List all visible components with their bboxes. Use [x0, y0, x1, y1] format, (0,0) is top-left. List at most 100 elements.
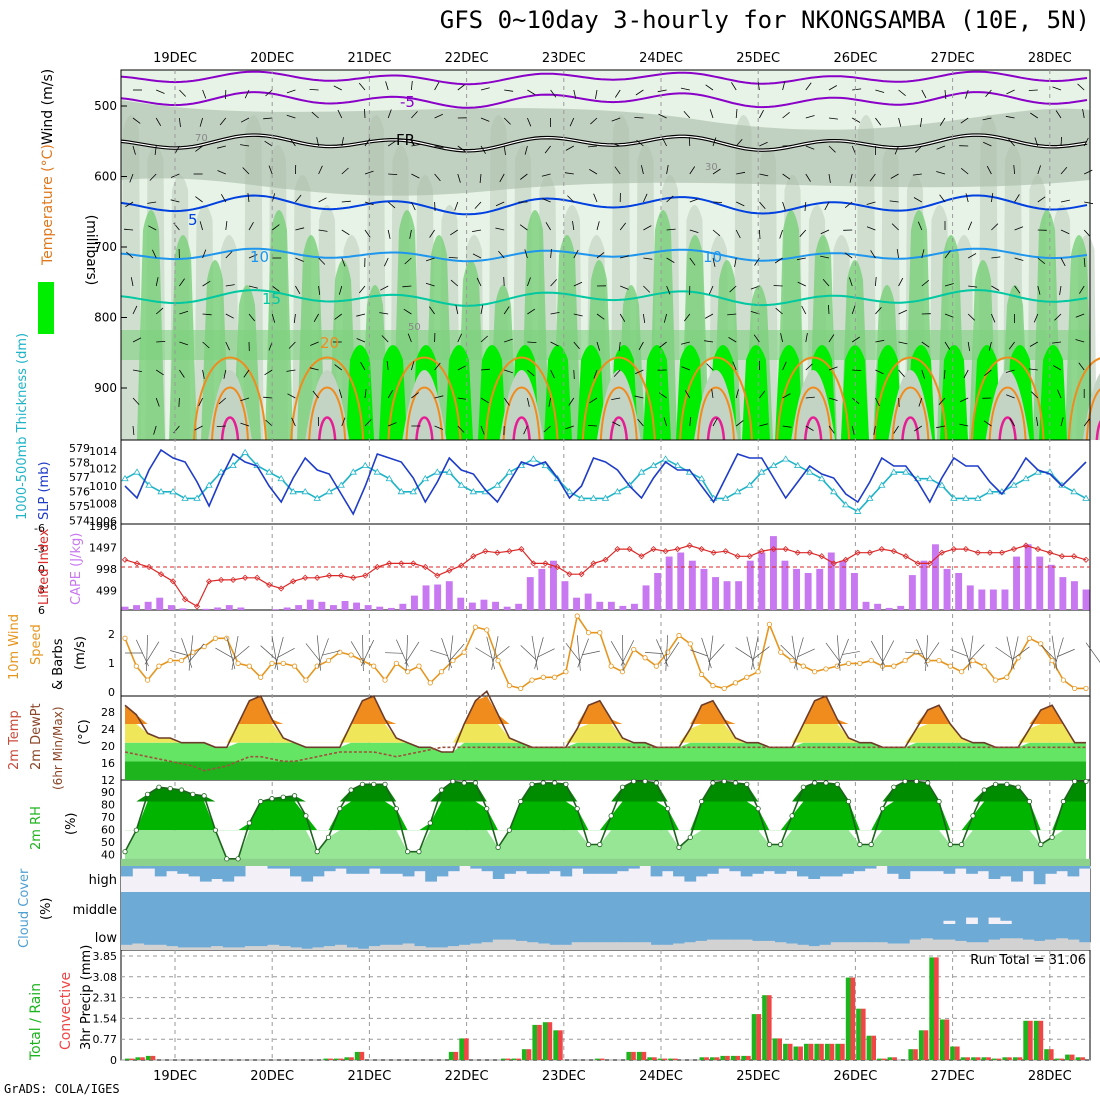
cloud-high-bar: [999, 866, 1012, 877]
cloud-low-bar: [1033, 940, 1046, 950]
wind-barb: [387, 109, 392, 119]
wind-barb: [263, 117, 273, 120]
cloud-high-bar: [808, 866, 821, 879]
wind-barb-10m: [708, 644, 725, 662]
cape-bar: [492, 601, 499, 610]
precip-conv-bar: [871, 1035, 876, 1060]
cloud-low-bar: [943, 939, 956, 950]
rh-band-green: [121, 330, 1090, 360]
cape-bar: [712, 577, 719, 610]
wind-barb-10m: [1006, 636, 1015, 670]
cloud-low-bar: [977, 942, 990, 950]
cloud-low-bar: [436, 947, 449, 950]
isotherm-20: [581, 356, 656, 441]
li-marker: [542, 560, 549, 567]
wind-barb: [129, 173, 134, 183]
wind-barb: [1079, 285, 1085, 294]
cloud-level-middle: middle: [73, 903, 117, 918]
precip-conv-bar: [986, 1057, 991, 1060]
wind-speed-line-marker: [529, 677, 535, 683]
wind-barb: [545, 222, 551, 231]
li-marker: [722, 548, 729, 555]
wind-barb: [263, 396, 273, 399]
precip-conv-bar: [735, 1055, 741, 1060]
li-tick: 3: [38, 584, 45, 597]
cloud-low-bar: [222, 947, 235, 950]
rh-line-marker: [891, 784, 897, 790]
precip-total-bar: [981, 1057, 987, 1060]
thickness-line-marker: [902, 468, 910, 475]
thickness-line-marker: [241, 448, 249, 455]
wind-tick: 1: [108, 657, 115, 670]
cloud-high-bar: [537, 866, 550, 874]
wind-barb: [774, 257, 783, 264]
rh-legend-swatch: [38, 282, 54, 334]
rh-line-marker: [212, 827, 219, 833]
thickness-line-marker: [938, 481, 946, 488]
wind-barb-10m: [260, 645, 278, 661]
cloud-low-bar: [267, 944, 280, 950]
wind-barb: [988, 341, 992, 351]
wind-barb: [619, 313, 626, 322]
precip-total-bar: [459, 1038, 464, 1060]
wind-barb: [898, 369, 905, 378]
wind-barb: [898, 309, 907, 315]
wind-barb: [1014, 226, 1024, 231]
wind-barb: [666, 257, 675, 263]
wind-barb: [544, 145, 551, 154]
precip-total-bar: [929, 957, 934, 1060]
wind-barb: [896, 249, 899, 259]
wind-barb: [611, 117, 621, 122]
wind-barb: [704, 313, 714, 319]
li-marker: [145, 563, 153, 571]
wind-barb-10m: [751, 636, 759, 670]
precip-total-bar: [960, 1057, 966, 1060]
wind-barb-10m: [780, 644, 798, 662]
rh-line-marker: [348, 787, 354, 793]
wind-barb-10m: [316, 635, 321, 671]
rh-line-marker: [1015, 784, 1021, 790]
wind-speed-line-marker: [891, 663, 897, 669]
wind-barb: [472, 229, 482, 232]
wind-barb: [358, 82, 366, 91]
wind-speed-line-marker: [992, 677, 999, 683]
date-label-bottom: 26DEC: [833, 1069, 877, 1084]
wind-barb: [820, 255, 830, 259]
rh-line-marker: [224, 856, 230, 862]
wind-barb: [918, 397, 923, 407]
wind-barb: [915, 145, 923, 153]
wind-barb: [385, 81, 389, 91]
rh-line-marker: [156, 784, 162, 790]
wind-barb: [936, 145, 946, 150]
rh-line-marker: [812, 780, 818, 786]
thickness-line-marker: [145, 481, 153, 488]
slp-line: [124, 448, 1087, 516]
wind-barb: [875, 89, 885, 93]
wind-barb-10m: [1085, 642, 1100, 663]
cape-bar: [827, 552, 835, 610]
precip-conv-bar: [975, 1057, 981, 1060]
wind-barb: [943, 369, 946, 380]
cloud-low-bar: [121, 944, 133, 950]
contour-label: 5: [188, 211, 198, 229]
thickness-line-marker: [986, 488, 994, 495]
unit-precip: 3hr Precip (mm): [79, 945, 94, 1050]
wind-barb: [689, 416, 692, 427]
precip-total-bar: [720, 1055, 726, 1060]
thickness-line-marker: [205, 481, 213, 488]
wind-barb: [986, 165, 992, 175]
rh-line-marker: [1060, 798, 1066, 805]
precip-conv-bar: [140, 1057, 145, 1060]
date-label-top: 22DEC: [445, 51, 489, 66]
precip-tick: 3.08: [93, 971, 118, 984]
rh-line-marker: [857, 841, 863, 848]
thickness-line-marker: [565, 488, 574, 495]
wind-barb-10m: [950, 649, 969, 657]
wind-speed-line-marker: [416, 663, 422, 669]
contour-label: 20: [320, 334, 339, 352]
cloud-high-bar: [402, 866, 415, 877]
wind-barb: [875, 276, 877, 287]
precip-conv-bar: [1059, 1058, 1065, 1060]
wind-barb-10m: [321, 650, 340, 656]
